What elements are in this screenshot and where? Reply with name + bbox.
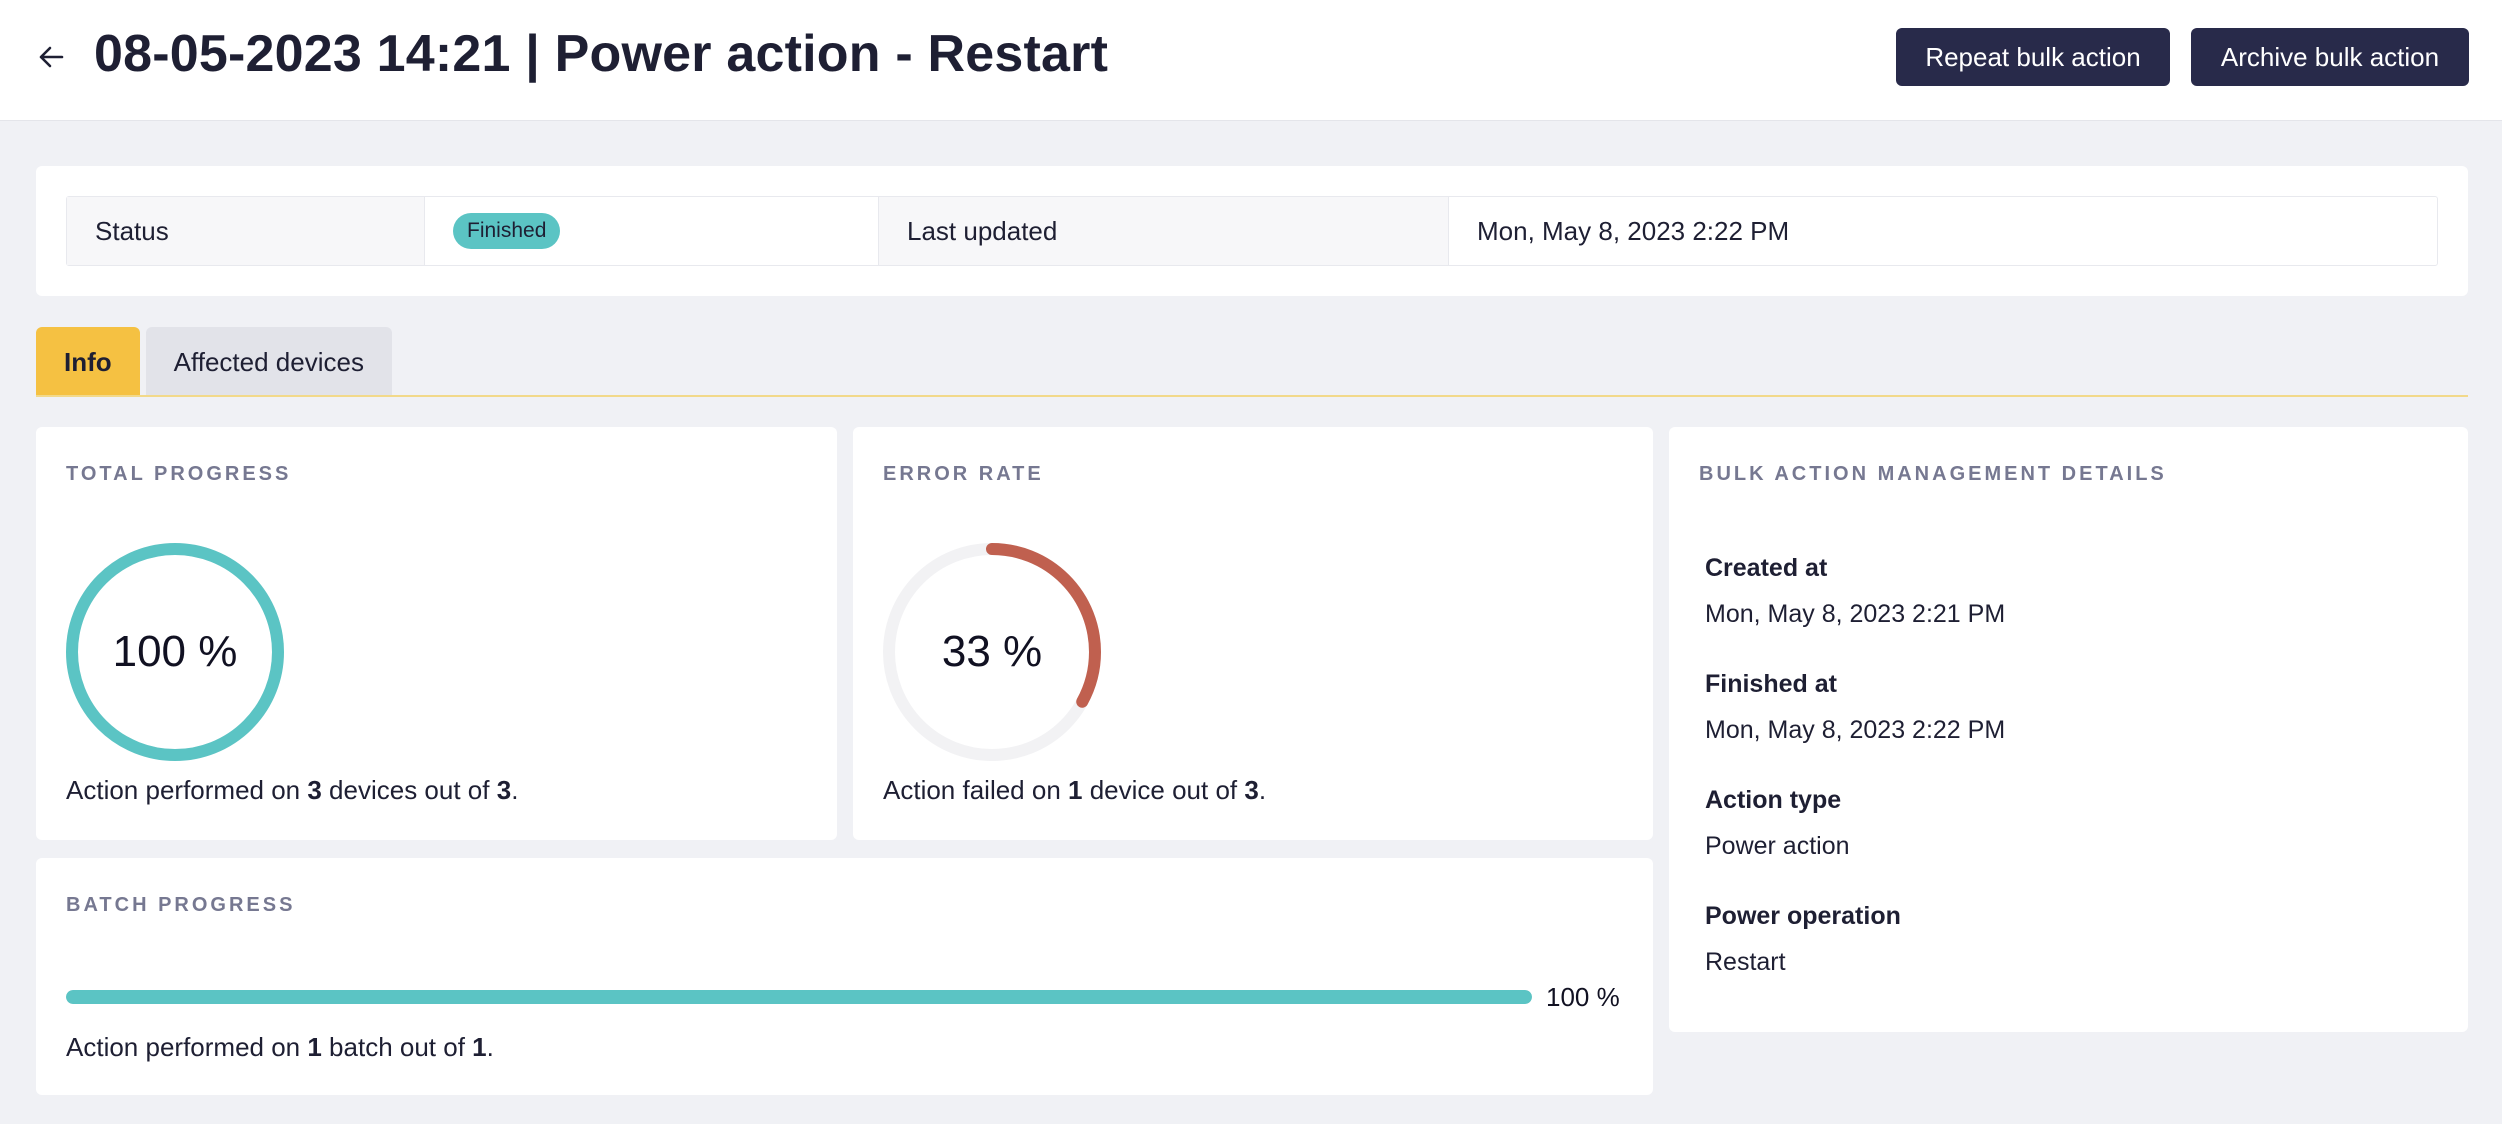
archive-bulk-action-button[interactable]: Archive bulk action — [2191, 28, 2469, 86]
tab-divider — [36, 395, 2468, 397]
detail-key: Action type — [1705, 786, 1842, 814]
arrow-left-icon — [39, 46, 64, 68]
bulk-action-details-card: BULK ACTION MANAGEMENT DETAILS Created a… — [1669, 427, 2468, 1032]
tab-affected-devices[interactable]: Affected devices — [145, 327, 392, 397]
detail-value: Mon, May 8, 2023 2:21 PM — [1705, 600, 2006, 628]
detail-key: Power operation — [1705, 902, 1901, 930]
batch-progress-track — [66, 990, 1532, 1004]
detail-value: Power action — [1705, 832, 1850, 860]
status-table: Status Finished Last updated Mon, May 8,… — [66, 196, 2438, 266]
batches-total-count: 1 — [472, 1032, 487, 1062]
error-rate-title: ERROR RATE — [883, 463, 1044, 485]
tab-info[interactable]: Info — [36, 327, 140, 397]
batch-progress-fill — [66, 990, 1532, 1004]
status-value-cell: Finished — [425, 197, 879, 265]
batch-progress-caption: Action performed on 1 batch out of 1. — [66, 1032, 494, 1062]
total-progress-title: TOTAL PROGRESS — [66, 463, 292, 485]
last-updated-label: Last updated — [879, 197, 1449, 265]
devices-done-count: 3 — [307, 775, 322, 805]
total-progress-percent: 100 % — [112, 627, 238, 676]
last-updated-value: Mon, May 8, 2023 2:22 PM — [1477, 215, 1790, 246]
back-button[interactable] — [30, 36, 72, 78]
batches-done-count: 1 — [307, 1032, 322, 1062]
detail-finished-at: Finished at Mon, May 8, 2023 2:22 PM — [1705, 661, 2005, 777]
detail-value: Restart — [1705, 948, 1786, 976]
total-progress-caption: Action performed on 3 devices out of 3. — [66, 775, 519, 805]
error-rate-card: ERROR RATE 33 % Action failed on 1 devic… — [853, 427, 1653, 840]
detail-value: Mon, May 8, 2023 2:22 PM — [1705, 716, 2006, 744]
total-progress-arc — [66, 543, 284, 761]
batch-progress-card: BATCH PROGRESS 100 % Action performed on… — [36, 858, 1653, 1095]
total-progress-ring: 100 % — [64, 541, 286, 763]
devices-failed-count: 1 — [1068, 775, 1083, 805]
details-list: Created at Mon, May 8, 2023 2:21 PM Fini… — [1705, 545, 2005, 1009]
tab-bar: Info Affected devices — [36, 327, 392, 397]
error-rate-ring: 33 % — [881, 541, 1103, 763]
status-card: Status Finished Last updated Mon, May 8,… — [36, 166, 2468, 296]
repeat-bulk-action-button[interactable]: Repeat bulk action — [1896, 28, 2170, 86]
detail-created-at: Created at Mon, May 8, 2023 2:21 PM — [1705, 545, 2005, 661]
detail-action-type: Action type Power action — [1705, 777, 2005, 893]
status-badge: Finished — [453, 213, 561, 249]
devices-total-count-error: 3 — [1244, 775, 1259, 805]
total-progress-card: TOTAL PROGRESS 100 % Action performed on… — [36, 427, 837, 840]
detail-key: Finished at — [1705, 670, 1837, 698]
error-rate-percent: 33 % — [941, 627, 1043, 676]
batch-progress-percent: 100 % — [1546, 982, 1620, 1012]
details-title: BULK ACTION MANAGEMENT DETAILS — [1699, 463, 2167, 485]
status-label: Status — [67, 197, 425, 265]
devices-total-count: 3 — [496, 775, 512, 805]
detail-key: Created at — [1705, 554, 1828, 582]
detail-power-operation: Power operation Restart — [1705, 893, 2005, 1009]
error-rate-arc — [883, 543, 1101, 761]
batch-progress-title: BATCH PROGRESS — [66, 894, 296, 916]
error-rate-caption: Action failed on 1 device out of 3. — [883, 775, 1267, 805]
page-header: 08-05-2023 14:21 | Power action - Restar… — [0, 0, 2502, 121]
page-title: 08-05-2023 14:21 | Power action - Restar… — [94, 25, 1109, 83]
